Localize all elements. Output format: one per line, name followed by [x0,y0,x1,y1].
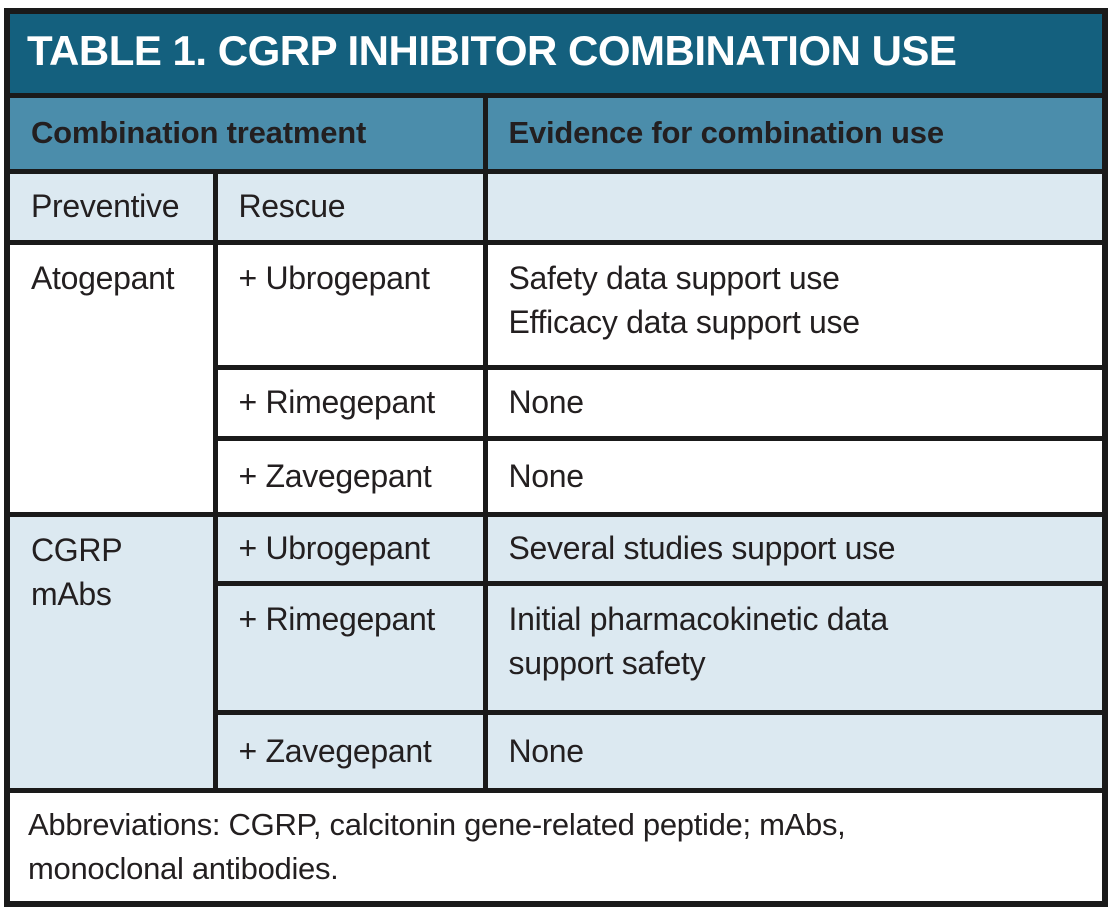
table-row-atogepant-zavegepant: + Zavegepant None [7,435,1108,517]
footnote: Abbreviations: CGRP, calcitonin gene-rel… [4,787,1108,907]
evidence-cell: Several studies support use [482,511,1108,586]
subheader-preventive: Preventive [4,168,218,245]
subheader-evidence-empty [482,168,1108,245]
rescue-cell-zavegepant: + Zavegepant [212,709,488,793]
subheader-rescue: Rescue [212,168,488,245]
rescue-cell-ubrogepant: + Ubrogepant [212,511,488,586]
evidence-cell: None [482,435,1108,517]
table-row-mabs-rimegepant: + Rimegepant Initial pharmacokinetic dat… [7,580,1108,715]
title-bar: TABLE 1. CGRP INHIBITOR COMBINATION USE [4,8,1108,98]
evidence-cell: None [482,709,1108,793]
table-row-atogepant-ubrogepant: Atogepant + Ubrogepant Safety data suppo… [4,239,1108,517]
table-title: TABLE 1. CGRP INHIBITOR COMBINATION USE [4,8,1108,98]
evidence-cell: Initial pharmacokinetic data support saf… [482,580,1108,715]
rescue-cell-ubrogepant: + Ubrogepant [212,239,488,370]
rescue-cell-rimegepant: + Rimegepant [212,364,488,441]
column-header-row: Combination treatment Evidence for combi… [4,92,1108,174]
table-row-mabs-zavegepant: + Zavegepant None [7,709,1108,793]
evidence-cell: Safety data support use Efficacy data su… [482,239,1108,370]
subheader-row: Preventive Rescue [4,168,1108,245]
rescue-cell-rimegepant: + Rimegepant [212,580,488,715]
table-row-atogepant-rimegepant: + Rimegepant None [7,364,1108,441]
table-row-mabs-ubrogepant: CGRP mAbs + Ubrogepant Several studies s… [4,511,1108,793]
footnote-row: Abbreviations: CGRP, calcitonin gene-rel… [4,787,1108,907]
column-header-evidence: Evidence for combination use [482,92,1108,174]
cgrp-combination-table: TABLE 1. CGRP INHIBITOR COMBINATION USE … [4,8,1108,907]
evidence-cell: None [482,364,1108,441]
rescue-cell-zavegepant: + Zavegepant [212,435,488,517]
preventive-group-cgrp-mabs: CGRP mAbs [4,511,218,793]
column-header-combination-treatment: Combination treatment [4,92,488,174]
preventive-group-atogepant: Atogepant [4,239,218,517]
